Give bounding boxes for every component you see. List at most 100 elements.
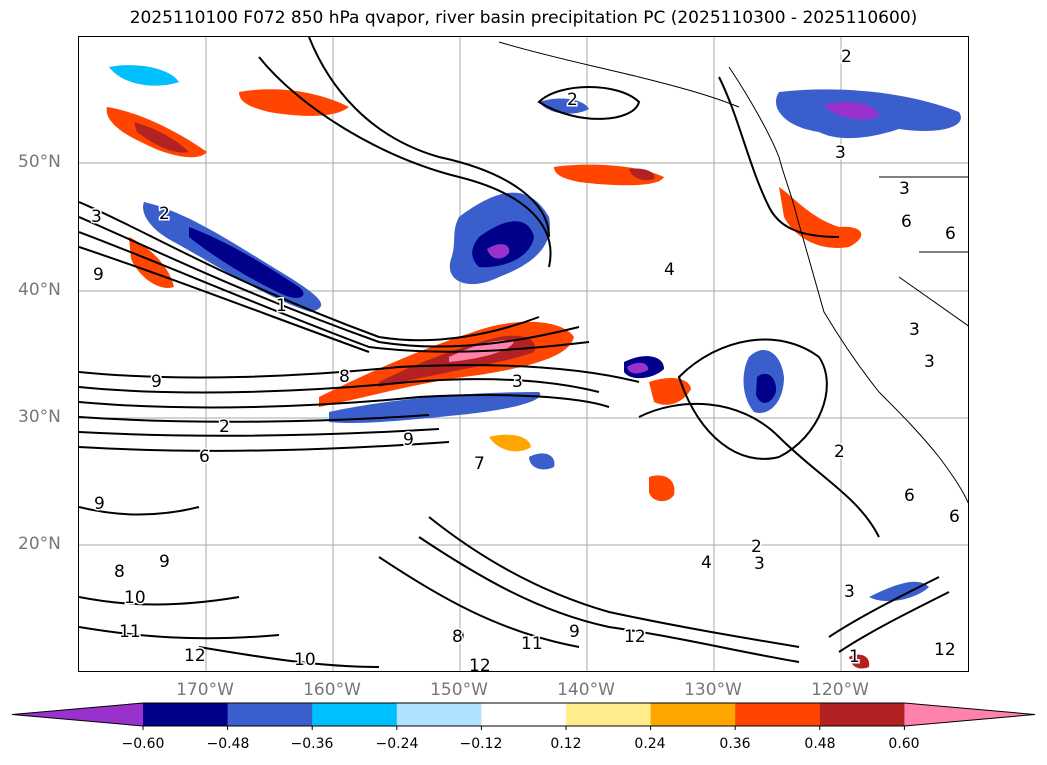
contour-label: 4 — [701, 553, 712, 573]
contour-line — [79, 596, 240, 606]
contour-line — [79, 394, 610, 409]
contour-line — [828, 576, 940, 638]
contour-line — [79, 246, 370, 353]
contour-label: 3 — [91, 207, 102, 227]
colorbar-tick-label: 0.24 — [634, 736, 666, 752]
colorbar-extend-max — [904, 703, 1035, 726]
contour-label: 1 — [849, 647, 860, 667]
contour-line — [537, 86, 641, 120]
contour-line — [838, 591, 950, 653]
contour-label: 12 — [469, 656, 491, 672]
contour-line — [79, 626, 280, 640]
contour-line — [428, 516, 800, 648]
contour-label: 12 — [624, 627, 646, 647]
contour-label: 1 — [276, 296, 287, 316]
contour-label: 8 — [339, 367, 350, 387]
contour-line — [258, 56, 552, 268]
colorbar-segment — [819, 703, 905, 726]
contour-line — [79, 201, 540, 342]
anomaly-blue-mid-band — [329, 392, 541, 424]
negative-anomaly-fields — [109, 65, 961, 602]
colorbar-tick-label: −0.60 — [121, 736, 165, 752]
contour-label: 9 — [403, 430, 414, 450]
contour-label: 2 — [219, 417, 230, 437]
contour-label: 9 — [159, 552, 170, 572]
colorbar-tick-label: 0.36 — [719, 736, 751, 752]
contour-label: 3 — [835, 143, 846, 163]
contour-line — [677, 338, 828, 460]
contour-line — [79, 216, 580, 348]
colorbar-tick-label: −0.36 — [290, 736, 334, 752]
contour-label: 12 — [184, 646, 206, 666]
anomaly-blue-nw — [109, 65, 179, 86]
contour-line — [79, 231, 590, 353]
colorbar-tick-label: −0.48 — [206, 736, 250, 752]
contour-line — [79, 378, 600, 394]
map-plot-area: 2 2 3 3 6 6 3 3 3 2 1 9 9 8 2 6 9 7 8 9 … — [78, 36, 969, 672]
contour-label: 9 — [93, 265, 104, 285]
contours — [79, 37, 950, 668]
contour-label: 11 — [119, 622, 141, 642]
anomaly-blue-south-east — [869, 581, 929, 602]
contour-line — [79, 428, 440, 437]
colorbar-tick-label: 0.12 — [550, 736, 582, 752]
contour-label: 6 — [945, 224, 956, 244]
lat-label-30n: 30°N — [18, 407, 61, 427]
colorbar-segment — [650, 703, 736, 726]
contour-label: 3 — [512, 372, 523, 392]
lon-label-170w: 170°W — [176, 680, 234, 700]
contour-line — [79, 506, 200, 516]
colorbar-segment — [481, 703, 567, 726]
contour-label: 10 — [124, 588, 146, 608]
contour-label: 6 — [904, 486, 915, 506]
contour-line — [198, 646, 380, 668]
contour-label: 3 — [844, 582, 855, 602]
contour-label: 6 — [901, 212, 912, 232]
colorbar-tick-label: −0.24 — [375, 736, 419, 752]
anomaly-purple-mid-spot — [627, 362, 649, 374]
anomaly-red-north-gulf — [629, 168, 655, 181]
colorbar-tick-label: 0.60 — [888, 736, 920, 752]
contour-label: 8 — [452, 627, 463, 647]
colorbar-extend-min — [12, 703, 143, 726]
anomaly-orange-north-mid — [239, 89, 349, 116]
contour-label: 12 — [934, 640, 956, 660]
anomaly-red-west-streak — [134, 122, 189, 153]
contour-line — [308, 37, 550, 238]
lon-label-130w: 130°W — [684, 680, 742, 700]
colorbar-segment — [566, 703, 652, 726]
colorbar-segment — [143, 703, 229, 726]
contour-label: 2 — [159, 204, 170, 224]
lat-label-40n: 40°N — [18, 280, 61, 300]
anomaly-navy-west-band — [189, 227, 304, 298]
anomaly-navy-eddy — [756, 373, 777, 403]
contour-line — [638, 402, 880, 538]
contour-label: 9 — [94, 494, 105, 514]
contour-label: 6 — [199, 447, 210, 467]
anomaly-orange-east-spot — [649, 377, 691, 405]
colorbar-segment — [227, 703, 313, 726]
colorbar-segment — [312, 703, 398, 726]
anomaly-blue-small-2 — [539, 98, 589, 114]
colorbar-segment — [735, 703, 821, 726]
contour-line — [79, 364, 640, 383]
colorbar — [11, 702, 1036, 730]
lon-label-120w: 120°W — [811, 680, 869, 700]
contour-label: 3 — [909, 320, 920, 340]
contour-label: 3 — [899, 179, 910, 199]
contour-label: 2 — [751, 537, 762, 557]
coastline — [498, 41, 968, 504]
lon-label-140w: 140°W — [557, 680, 615, 700]
lat-label-50n: 50°N — [18, 152, 61, 172]
contour-label: 2 — [841, 47, 852, 67]
contour-label: 8 — [114, 562, 125, 582]
anomaly-purple-coast-north — [824, 102, 879, 120]
contour-labels: 2 2 3 3 6 6 3 3 3 2 1 9 9 8 2 6 9 7 8 9 … — [90, 46, 962, 672]
contour-line — [718, 76, 840, 238]
anomaly-blue-small-1 — [529, 453, 555, 470]
lon-label-150w: 150°W — [430, 680, 488, 700]
contour-line — [79, 414, 430, 423]
contour-label: 9 — [151, 372, 162, 392]
map-title: 2025110100 F072 850 hPa qvapor, river ba… — [129, 8, 918, 28]
colorbar-tick-label: 0.48 — [804, 736, 836, 752]
